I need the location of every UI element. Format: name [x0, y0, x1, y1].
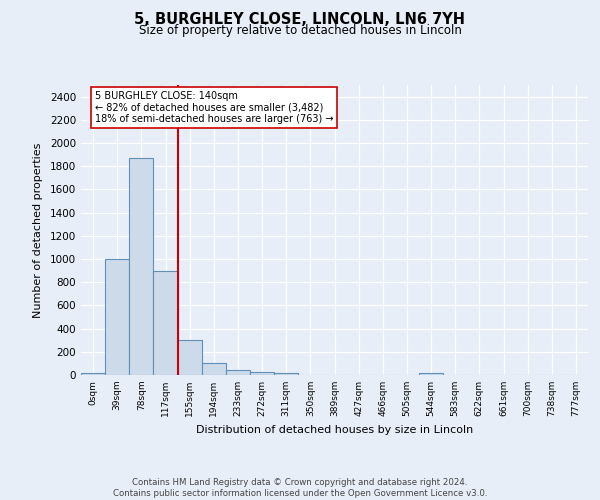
- X-axis label: Distribution of detached houses by size in Lincoln: Distribution of detached houses by size …: [196, 424, 473, 434]
- Text: 5 BURGHLEY CLOSE: 140sqm
← 82% of detached houses are smaller (3,482)
18% of sem: 5 BURGHLEY CLOSE: 140sqm ← 82% of detach…: [95, 91, 334, 124]
- Bar: [250, 372, 274, 375]
- Bar: [226, 370, 250, 375]
- Y-axis label: Number of detached properties: Number of detached properties: [33, 142, 43, 318]
- Bar: [178, 340, 202, 375]
- Bar: [202, 364, 226, 375]
- Bar: [274, 372, 298, 375]
- Bar: [419, 372, 443, 375]
- Bar: [154, 270, 178, 375]
- Bar: [81, 372, 105, 375]
- Text: Contains HM Land Registry data © Crown copyright and database right 2024.
Contai: Contains HM Land Registry data © Crown c…: [113, 478, 487, 498]
- Text: 5, BURGHLEY CLOSE, LINCOLN, LN6 7YH: 5, BURGHLEY CLOSE, LINCOLN, LN6 7YH: [134, 12, 466, 28]
- Bar: [129, 158, 154, 375]
- Text: Size of property relative to detached houses in Lincoln: Size of property relative to detached ho…: [139, 24, 461, 37]
- Bar: [105, 259, 129, 375]
